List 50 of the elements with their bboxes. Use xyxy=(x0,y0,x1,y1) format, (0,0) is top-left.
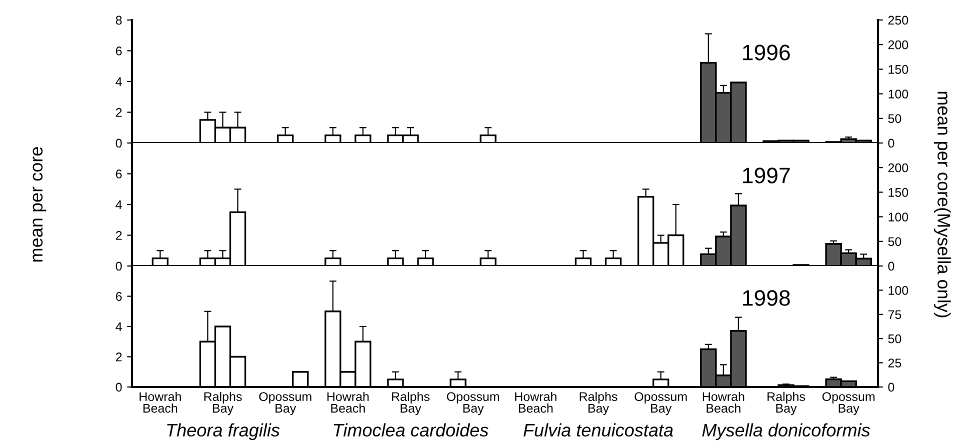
y2-tick-label: 0 xyxy=(888,262,894,271)
text: Fulvia tenuicostata xyxy=(524,423,673,437)
y-tick-label: 6 xyxy=(116,292,122,301)
x-tick-label: Howrah Beach xyxy=(140,392,181,413)
x-tick-label: Howrah Beach xyxy=(327,392,369,413)
x-tick-label: Ralphs Bay xyxy=(768,392,806,416)
text: 1996 xyxy=(743,44,790,60)
y-tick-label: 2 xyxy=(116,231,122,240)
x-tick-label: Opossum Bay xyxy=(259,392,312,416)
x-tick-label: Opossum Bay xyxy=(822,392,875,416)
y2-tick-label: 50 xyxy=(888,114,902,124)
y-tick-label: 6 xyxy=(116,46,122,56)
x-tick-label: Howrah Beach xyxy=(515,392,556,413)
x-tick-label: Opossum Bay xyxy=(634,392,687,416)
y2-tick-label: 100 xyxy=(888,212,908,222)
y2-tick-label: 250 xyxy=(888,16,908,25)
y2-tick-label: 150 xyxy=(888,188,908,197)
y-tick-label: 4 xyxy=(116,322,122,332)
x-tick-label: Opossum Bay xyxy=(446,392,500,416)
y2-tick-label: 100 xyxy=(888,90,908,98)
x-tick-label: Howrah Beach xyxy=(702,392,744,413)
x-tick-label: Ralphs Bay xyxy=(392,392,430,416)
y2-tick-label: 75 xyxy=(888,310,902,320)
text: Theora fragilis xyxy=(167,423,280,440)
y-tick-label: 0 xyxy=(116,138,122,148)
text: Timoclea cardoides xyxy=(334,423,488,437)
y-axis-title: mean per core xyxy=(32,147,46,262)
x-tick-label: Ralphs Bay xyxy=(204,392,242,416)
y2-tick-label: 0 xyxy=(888,382,894,392)
y-tick-label: 2 xyxy=(116,352,122,362)
y2-tick-label: 50 xyxy=(888,334,902,344)
x-tick-label: Ralphs Bay xyxy=(580,392,618,416)
text: 1997 xyxy=(743,168,790,184)
y2-tick-label: 50 xyxy=(888,237,902,246)
y-tick-label: 0 xyxy=(116,262,122,271)
y-tick-label: 8 xyxy=(116,16,122,25)
y-tick-label: 2 xyxy=(116,108,122,117)
y2-axis-title: mean per core(Mysella only) xyxy=(934,92,951,318)
y-tick-label: 0 xyxy=(116,382,122,392)
y2-tick-label: 0 xyxy=(888,138,894,148)
text: Mysella donicoformis xyxy=(702,423,870,440)
y-tick-label: 6 xyxy=(116,170,122,178)
y2-tick-label: 25 xyxy=(888,358,902,368)
y2-tick-label: 150 xyxy=(888,65,908,74)
y-tick-label: 4 xyxy=(116,77,122,86)
y-tick-label: 4 xyxy=(116,200,122,210)
text: 1998 xyxy=(743,290,790,306)
y2-tick-label: 200 xyxy=(888,40,908,50)
y2-tick-label: 100 xyxy=(888,286,908,295)
y2-tick-label: 200 xyxy=(888,163,908,172)
